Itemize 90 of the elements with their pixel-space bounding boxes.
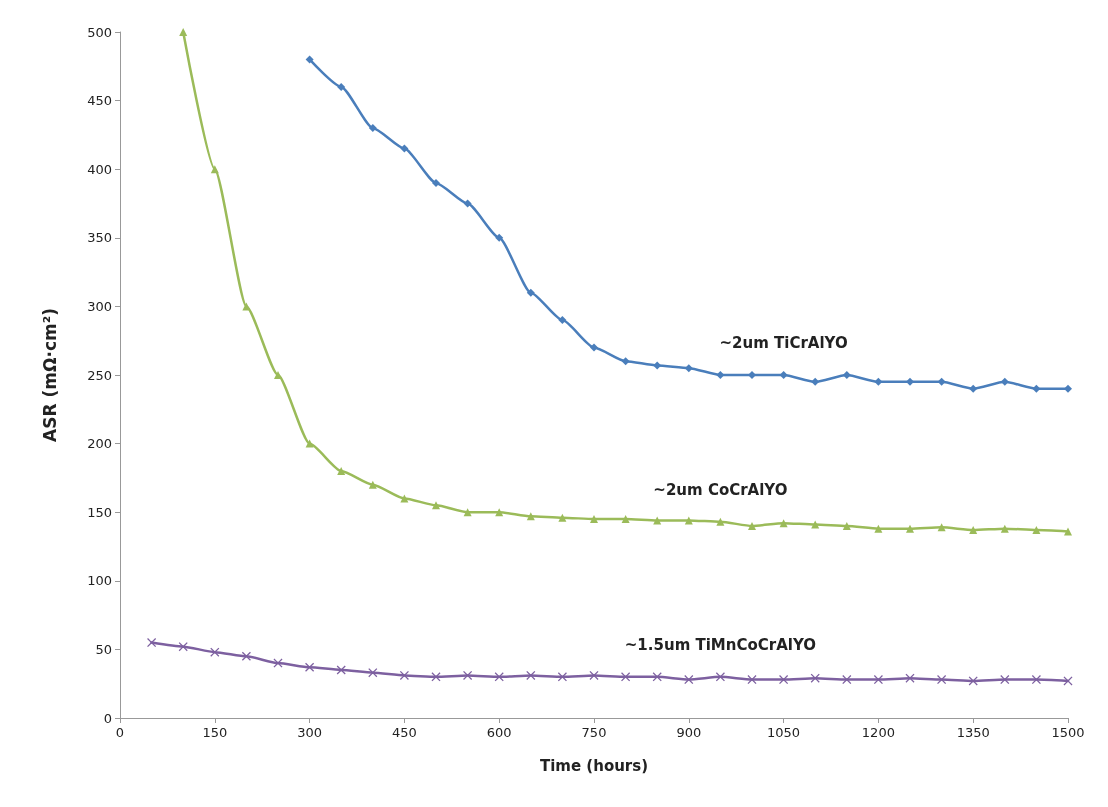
point <box>400 144 409 153</box>
point <box>969 526 978 535</box>
point <box>1000 675 1010 685</box>
point <box>178 642 188 652</box>
point <box>747 675 757 685</box>
point <box>558 316 567 325</box>
point <box>968 676 978 686</box>
series-label: ~2um TiCrAlYO <box>719 334 848 352</box>
point <box>779 371 788 379</box>
point <box>906 524 914 533</box>
x-tick-label: 450 <box>391 725 417 740</box>
point <box>842 371 851 379</box>
point <box>621 515 630 524</box>
point <box>368 124 377 133</box>
x-tick-label: 900 <box>676 725 702 740</box>
point <box>557 672 567 682</box>
y-tick-label: 400 <box>87 161 112 177</box>
point <box>432 501 440 510</box>
point <box>874 377 883 386</box>
x-tick-label: 1050 <box>767 725 801 740</box>
point <box>653 361 662 370</box>
series-label: ~2um CoCrAlYO <box>653 480 788 499</box>
point <box>1032 384 1041 393</box>
x-tick-label: 150 <box>202 725 228 740</box>
point <box>526 670 536 680</box>
point <box>842 521 851 530</box>
y-tick-label: 50 <box>95 641 112 657</box>
point <box>937 377 946 386</box>
point <box>621 672 631 682</box>
point <box>241 651 251 661</box>
point <box>715 672 725 682</box>
point <box>811 377 820 386</box>
point <box>1064 527 1072 536</box>
point <box>684 364 693 373</box>
y-tick-label: 100 <box>87 573 112 589</box>
point <box>274 371 282 379</box>
x-axis-title: Time (hours) <box>539 756 649 775</box>
x-tick-label: 600 <box>486 725 512 740</box>
point <box>336 665 346 675</box>
point <box>558 513 567 522</box>
x-tick-label: 750 <box>581 725 607 740</box>
point <box>842 675 852 685</box>
point <box>716 371 725 379</box>
y-axis-title: ASR (mΩ·cm²) <box>39 308 60 442</box>
point <box>432 178 440 187</box>
point <box>811 520 820 529</box>
point <box>905 673 915 683</box>
y-tick-label: 0 <box>103 710 112 726</box>
point <box>305 55 314 64</box>
y-tick-label: 150 <box>87 504 112 520</box>
y-tick-label: 200 <box>87 436 112 452</box>
y-tick-label: 250 <box>87 367 112 383</box>
point <box>368 480 377 489</box>
point <box>431 672 441 682</box>
point <box>1000 377 1009 386</box>
point <box>463 508 472 517</box>
point <box>590 515 598 524</box>
x-tick-label: 0 <box>115 725 125 740</box>
point <box>779 519 788 528</box>
point <box>590 343 598 352</box>
point <box>337 467 346 476</box>
point <box>748 521 756 530</box>
point <box>906 377 914 386</box>
point <box>1032 526 1041 535</box>
point <box>463 199 472 208</box>
point <box>969 384 978 393</box>
x-tick-label: 1500 <box>1051 725 1085 740</box>
y-tick-label: 450 <box>87 93 112 109</box>
point <box>684 675 694 685</box>
point <box>1000 524 1009 533</box>
x-tick-label: 300 <box>297 725 323 740</box>
x-tick-label: 1200 <box>861 725 895 740</box>
point <box>337 82 346 91</box>
point <box>621 357 630 366</box>
point <box>1064 384 1072 393</box>
point <box>305 439 314 448</box>
point <box>589 670 599 680</box>
point <box>495 233 504 242</box>
point <box>179 28 188 36</box>
point <box>874 524 883 533</box>
point <box>716 517 725 526</box>
point <box>748 371 756 379</box>
point <box>305 662 315 672</box>
y-tick-label: 500 <box>87 24 112 40</box>
point <box>526 288 535 297</box>
series-label: ~1.5um TiMnCoCrAlYO <box>624 635 816 654</box>
point <box>937 523 946 532</box>
y-tick-label: 300 <box>87 298 112 314</box>
x-tick-label: 1350 <box>956 725 990 740</box>
y-tick-label: 350 <box>87 230 112 246</box>
